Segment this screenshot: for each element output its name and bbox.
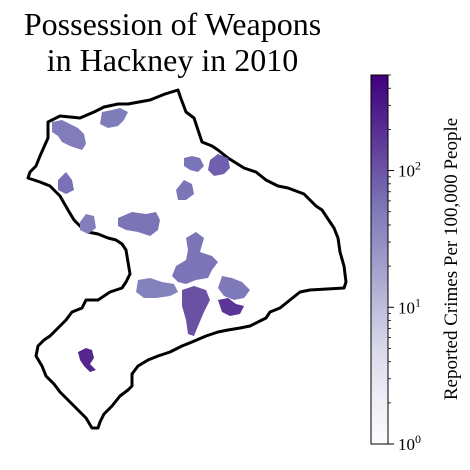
ward-region: [136, 278, 178, 298]
ward-region: [172, 232, 218, 284]
map-title-line-1: Possession of Weapons: [23, 6, 322, 42]
colorbar-tick-label: 100: [398, 432, 421, 454]
colorbar-tick-label: 101: [398, 295, 421, 317]
ward-region: [184, 156, 204, 172]
ward-regions: [52, 108, 250, 372]
map-title-line-2: in Hackney in 2010: [46, 42, 299, 78]
ward-region: [218, 276, 250, 300]
colorbar-title: Reported Crimes Per 100,000 People: [441, 118, 462, 400]
ward-region: [78, 348, 96, 372]
ward-region: [118, 212, 160, 236]
colorbar-ticks: 100 101 102: [388, 74, 421, 454]
ward-region: [182, 286, 210, 336]
ward-region: [100, 108, 128, 128]
ward-region: [218, 298, 244, 316]
colorbar-gradient: [370, 74, 389, 445]
ward-region: [208, 154, 230, 176]
ward-region: [80, 214, 96, 234]
colorbar: 100 101 102 Reported Crimes Per 100,000 Pe…: [370, 74, 462, 454]
ward-region: [52, 120, 86, 150]
colorbar-tick-label: 102: [398, 159, 421, 181]
ward-region: [176, 180, 194, 200]
ward-region: [58, 172, 74, 194]
